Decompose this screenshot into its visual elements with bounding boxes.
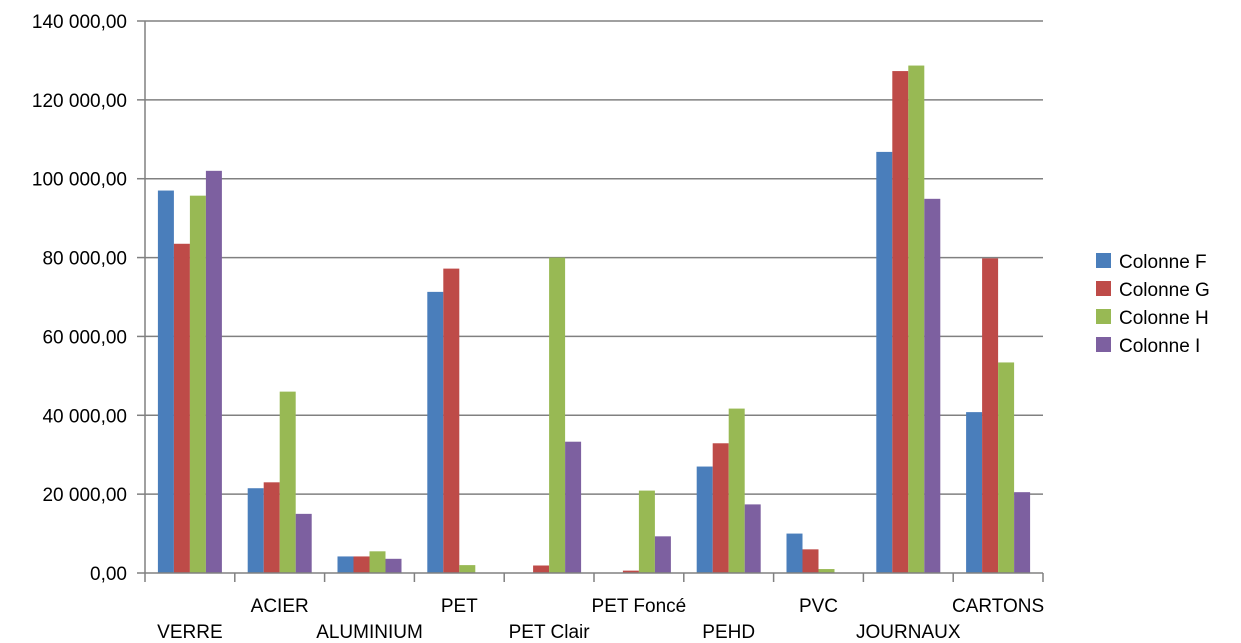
legend-swatch — [1096, 337, 1111, 352]
x-category-label: PET Clair — [509, 622, 591, 643]
bar — [638, 490, 655, 573]
bars — [157, 65, 1031, 574]
y-tick-label: 40 000,00 — [42, 406, 127, 427]
bar — [533, 565, 550, 573]
bar — [908, 65, 925, 573]
bar — [654, 536, 671, 573]
x-category-label: ACIER — [251, 596, 309, 617]
bar — [786, 533, 803, 573]
x-category-label: ALUMINIUM — [316, 622, 423, 643]
bar — [712, 443, 729, 573]
bar — [369, 551, 386, 573]
legend-swatch — [1096, 309, 1111, 324]
y-tick-label: 80 000,00 — [42, 249, 127, 270]
bar — [337, 556, 354, 573]
y-tick-label: 20 000,00 — [42, 485, 127, 506]
bar — [205, 170, 222, 574]
bar — [443, 268, 460, 573]
legend-label: Colonne I — [1119, 336, 1200, 357]
bar — [295, 513, 312, 573]
x-category-label: VERRE — [157, 622, 222, 643]
bar — [728, 408, 745, 573]
bar — [565, 441, 582, 573]
y-tick-labels: 0,00 20 000,00 40 000,00 60 000,00 80 000,00… — [32, 12, 127, 585]
x-category-label: PET Foncé — [592, 596, 687, 617]
legend-label: Colonne G — [1119, 280, 1210, 301]
bar — [744, 504, 761, 573]
bar — [696, 466, 713, 573]
bar — [263, 482, 280, 573]
bar — [802, 549, 819, 573]
legend: Colonne F Colonne G Colonne H Colonne I — [1096, 252, 1210, 357]
x-category-label: CARTONS — [952, 596, 1044, 617]
bar — [966, 412, 983, 573]
y-tick-label: 140 000,00 — [32, 12, 127, 33]
y-tick-label: 0,00 — [90, 564, 127, 585]
bar — [998, 362, 1015, 573]
bar — [876, 151, 893, 573]
legend-label: Colonne H — [1119, 308, 1209, 329]
y-tick-label: 120 000,00 — [32, 91, 127, 112]
bar — [818, 569, 835, 573]
bar — [427, 291, 444, 573]
bar — [189, 195, 206, 573]
bar — [924, 198, 941, 573]
x-category-label: PVC — [799, 596, 838, 617]
y-tick-label: 100 000,00 — [32, 170, 127, 191]
bar — [459, 565, 476, 573]
bar — [353, 556, 370, 573]
bar — [1014, 492, 1031, 573]
bar — [385, 558, 402, 573]
axes — [137, 20, 1044, 582]
legend-swatch — [1096, 281, 1111, 296]
bar — [982, 258, 999, 573]
x-category-label: JOURNAUX — [856, 622, 961, 643]
bar — [549, 257, 566, 573]
bar — [173, 243, 190, 573]
bar — [622, 570, 639, 573]
bar — [279, 391, 296, 573]
legend-label: Colonne F — [1119, 252, 1207, 273]
x-category-label: PET — [441, 596, 478, 617]
bar — [157, 190, 174, 574]
bar — [892, 71, 909, 574]
y-tick-label: 60 000,00 — [42, 327, 127, 348]
legend-swatch — [1096, 253, 1111, 268]
x-category-label: PEHD — [702, 622, 755, 643]
bar — [247, 488, 264, 573]
